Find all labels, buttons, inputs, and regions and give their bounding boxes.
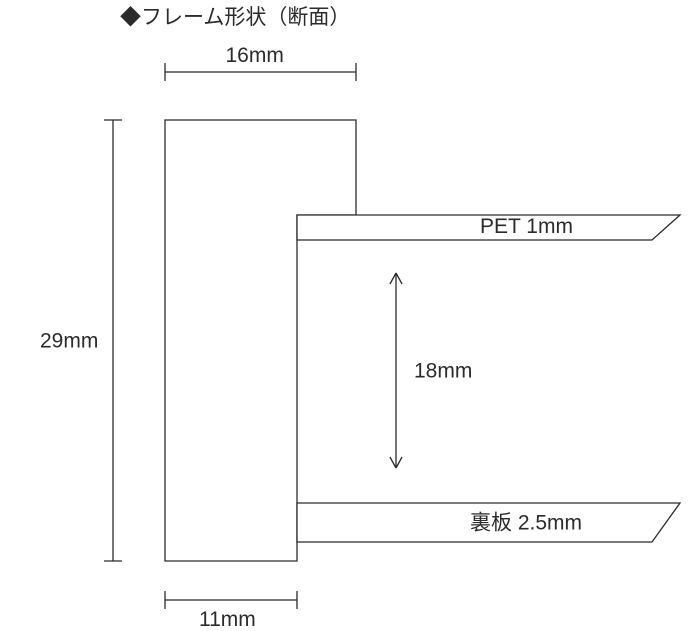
- dim-gap-label: 18mm: [414, 360, 472, 383]
- diagram-title: ◆フレーム形状（断面）: [120, 6, 350, 29]
- frame-cross-section: [165, 120, 356, 561]
- dim-top-label: 16mm: [226, 44, 284, 67]
- pet-label: PET 1mm: [480, 215, 573, 238]
- dim-height-label: 29mm: [40, 330, 98, 353]
- dim-bottom-label: 11mm: [199, 608, 256, 631]
- back-board-label: 裏板 2.5mm: [470, 512, 582, 535]
